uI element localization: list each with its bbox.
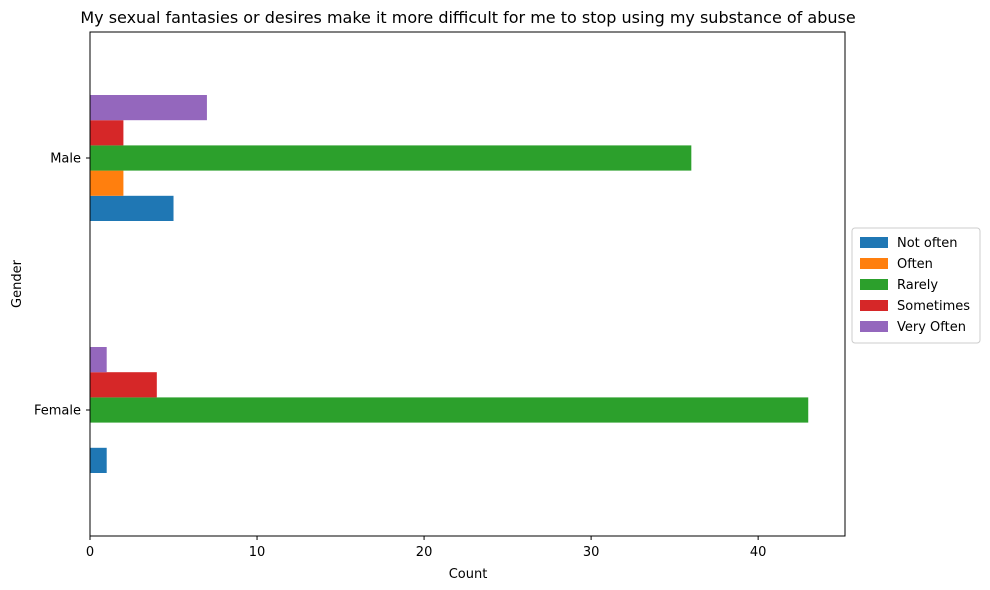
legend-entry: Sometimes xyxy=(897,299,970,314)
legend-swatch xyxy=(860,300,888,311)
bar-female-rarely xyxy=(90,397,809,423)
x-axis: 0 10 20 30 40 xyxy=(86,536,767,560)
legend-entry: Very Often xyxy=(897,320,966,335)
x-tick-label: 40 xyxy=(750,545,767,560)
x-tick-label: 0 xyxy=(86,545,94,560)
bars-group xyxy=(90,95,809,473)
legend-entry: Rarely xyxy=(897,278,938,293)
legend-box xyxy=(851,227,981,344)
bar-male-sometimes xyxy=(90,120,124,146)
legend: Not often Often Rarely Sometimes Very Often xyxy=(851,227,981,344)
bar-male-rarely xyxy=(90,145,692,171)
y-tick-label: Female xyxy=(34,404,81,419)
x-tick-label: 20 xyxy=(416,545,433,560)
legend-swatch xyxy=(860,279,888,290)
x-tick-label: 30 xyxy=(583,545,600,560)
bar-male-not-often xyxy=(90,195,174,221)
chart-title: My sexual fantasies or desires make it m… xyxy=(80,8,855,27)
y-axis-label: Gender xyxy=(10,259,25,308)
x-axis-label: Count xyxy=(449,567,488,582)
legend-swatch xyxy=(860,237,888,248)
plot-frame xyxy=(89,31,846,537)
bar-female-not-often xyxy=(90,447,107,473)
bar-male-often xyxy=(90,170,124,196)
bar-female-very-often xyxy=(90,347,107,373)
y-tick-label: Male xyxy=(50,152,81,167)
x-tick-label: 10 xyxy=(249,545,266,560)
legend-entry: Not often xyxy=(897,236,958,251)
legend-swatch xyxy=(860,321,888,332)
legend-entry: Often xyxy=(897,257,933,272)
bar-female-sometimes xyxy=(90,372,157,398)
y-axis: Female Male xyxy=(34,152,90,419)
legend-swatch xyxy=(860,258,888,269)
bar-male-very-often xyxy=(90,95,207,121)
